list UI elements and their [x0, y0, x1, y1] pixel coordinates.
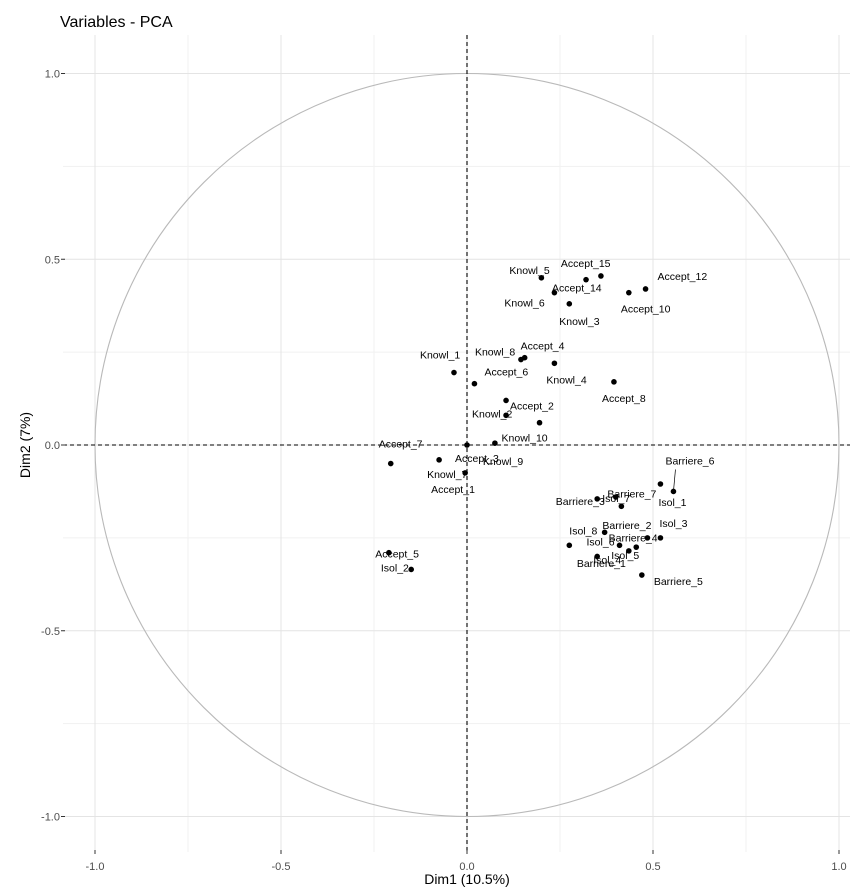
point-label-accept-5: Accept_5: [375, 548, 419, 560]
data-point-knowl-6: [551, 289, 558, 296]
data-point-accept-7: [387, 460, 394, 467]
point-label-knowl-1: Knowl_1: [420, 350, 460, 362]
data-point-accept-8: [611, 379, 617, 385]
point-label-barriere-6: Barriere_6: [665, 455, 714, 467]
data-point-isol-2: [386, 549, 392, 556]
x-tick-label: -0.5: [272, 861, 291, 873]
point-label-isol-1: Isol_1: [658, 497, 686, 509]
point-label-barriere-1: Barriere_1: [577, 558, 626, 570]
data-point-knowl-9: [492, 440, 498, 446]
point-label-barriere-4: Barriere_4: [609, 532, 658, 544]
x-tick-label: 0.5: [645, 861, 660, 873]
point-label-accept-7: Accept_7: [379, 439, 423, 451]
y-tick-label: 1.0: [45, 69, 60, 81]
point-label-knowl-4: Knowl_4: [546, 374, 586, 386]
point-label-isol-3: Isol_3: [659, 518, 687, 530]
data-point-accept-4: [521, 354, 528, 361]
point-labels-layer: Knowl_5 Accept_15 Accept_12 Accept_14 Knowl_…: [375, 258, 714, 588]
point-label-knowl-8: Knowl_8: [475, 347, 515, 359]
point-label-barriere-5: Barriere_5: [654, 576, 703, 588]
data-point-barriere-2: [644, 535, 651, 541]
data-point-knowl-3: [566, 301, 573, 307]
point-label-accept-2: Accept_2: [510, 400, 554, 412]
y-tick-label: -0.5: [41, 626, 60, 638]
data-point-isol-1: [657, 481, 664, 487]
point-label-isol-5: Isol_5: [611, 550, 639, 562]
chart-title: Variables - PCA: [60, 14, 173, 31]
y-axis-label: Dim2 (7%): [17, 412, 33, 478]
data-point-knowl-7: [436, 457, 442, 463]
point-label-accept-8: Accept_8: [602, 393, 646, 405]
point-label-knowl-2: Knowl_2: [472, 408, 512, 420]
data-point-isol-3: [657, 535, 664, 541]
point-label-barriere-3: Barriere_3: [556, 496, 605, 508]
data-point-accept-3: [464, 442, 470, 448]
point-label-isol-8: Isol_8: [569, 525, 597, 537]
point-label-accept-15: Accept_15: [561, 258, 611, 270]
data-point-knowl-5: [538, 275, 545, 281]
data-point-isol-7: [594, 496, 600, 502]
point-label-accept-10: Accept_10: [621, 304, 671, 316]
point-label-accept-1: Accept_1: [431, 484, 475, 496]
point-label-isol-6: Isol_6: [587, 536, 615, 548]
data-point-accept-14: [583, 276, 589, 283]
data-point-knowl-2: [503, 397, 509, 404]
data-point-accept-10: [626, 289, 632, 296]
point-label-accept-6: Accept_6: [484, 367, 528, 379]
data-point-accept-15: [598, 273, 604, 279]
y-tick-label: 0.5: [45, 254, 60, 266]
point-label-knowl-7: Knowl_7: [427, 469, 467, 481]
point-label-accept-3: Accept_3: [455, 453, 499, 465]
x-axis-label: Dim1 (10.5%): [424, 871, 510, 887]
data-point-accept-12: [642, 286, 649, 292]
point-label-knowl-10: Knowl_10: [502, 433, 548, 445]
data-point-isol-8: [566, 542, 573, 549]
data-point-isol-4: [594, 553, 600, 560]
point-label-isol-4: Isol_4: [593, 554, 621, 566]
point-label-accept-14: Accept_14: [552, 283, 602, 295]
point-label-isol-7: Isol_7: [602, 493, 630, 505]
point-label-accept-12: Accept_12: [658, 271, 708, 283]
data-point-knowl-1: [451, 369, 457, 376]
y-tick-label: 0.0: [45, 440, 60, 452]
data-point-accept-1: [462, 470, 468, 476]
x-tick-label: -1.0: [86, 861, 105, 873]
point-label-knowl-9: Knowl_9: [483, 456, 523, 468]
x-tick-label: 1.0: [831, 861, 846, 873]
tick-label-layer: -1.0 -0.5 0.0 0.5 1.0 -1.0 -0.5 0.0 0.5 1.0: [41, 69, 847, 874]
y-tick-label: -1.0: [41, 812, 60, 824]
data-point-isol-5: [633, 544, 640, 550]
data-point-knowl-4: [551, 360, 558, 367]
data-point-barriere-3: [613, 494, 619, 500]
point-label-accept-4: Accept_4: [521, 341, 565, 353]
data-point-accept-6: [471, 380, 478, 387]
point-label-knowl-5: Knowl_5: [509, 265, 549, 277]
data-point-barriere-4: [601, 529, 608, 536]
point-label-barriere-7: Barriere_7: [607, 488, 656, 500]
point-label-knowl-3: Knowl_3: [559, 316, 599, 328]
data-point-barriere-7: [618, 503, 625, 510]
barriere-6-leader-line: [673, 469, 676, 492]
data-point-barriere-1: [626, 548, 632, 554]
data-points-layer: [386, 273, 677, 578]
point-label-isol-2: Isol_2: [381, 563, 409, 575]
data-point-barriere-5: [639, 572, 645, 578]
data-point-accept-2: [503, 412, 509, 419]
point-label-knowl-6: Knowl_6: [504, 298, 544, 310]
data-point-accept-5: [408, 566, 415, 573]
data-point-isol-6: [616, 542, 623, 549]
x-tick-label: 0.0: [459, 861, 474, 873]
point-label-barriere-2: Barriere_2: [602, 520, 651, 532]
data-point-knowl-10: [536, 419, 543, 426]
